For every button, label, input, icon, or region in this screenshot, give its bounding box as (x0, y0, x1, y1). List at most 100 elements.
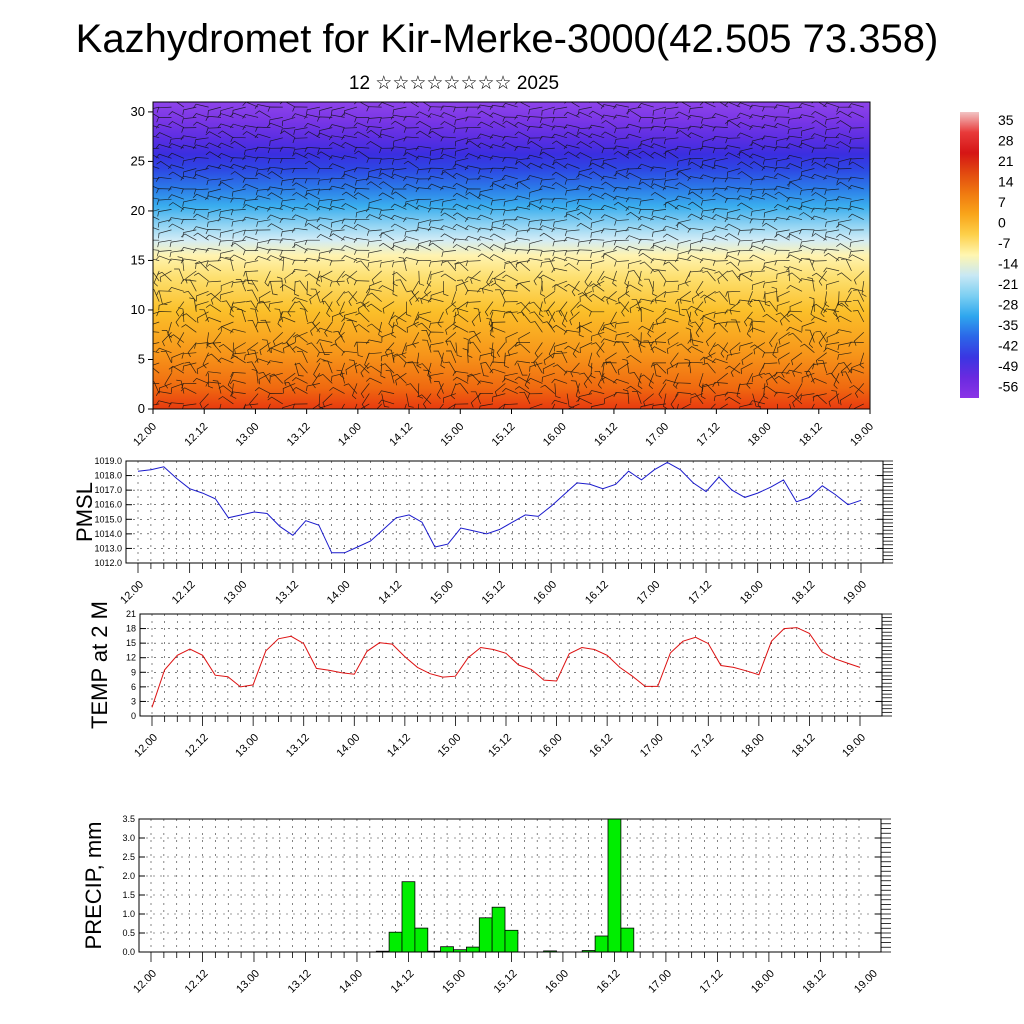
wind-barb (836, 301, 852, 307)
wind-barb (501, 174, 518, 180)
wind-barb (712, 136, 728, 141)
wind-barb (849, 385, 865, 394)
wind-barb (169, 239, 184, 248)
wind-barb (219, 106, 234, 116)
wind-barb (157, 219, 172, 228)
wind-barb (182, 229, 197, 238)
wind-barb (356, 260, 370, 272)
wind-barb (439, 403, 444, 409)
wind-barb (527, 137, 543, 143)
wind-barb (597, 270, 605, 287)
precip-bar (491, 906, 506, 953)
wind-barb (236, 308, 247, 323)
wind-barb (583, 372, 593, 389)
wind-barb (365, 175, 382, 181)
wind-barb (637, 143, 654, 149)
wind-barb (292, 259, 308, 265)
wind-barb (267, 255, 283, 261)
wind-barb (218, 343, 234, 353)
wind-barb (279, 130, 296, 139)
wind-barb (737, 383, 753, 390)
wind-barb (256, 219, 271, 227)
x-tick-label: 18.00 (746, 421, 774, 449)
x-tick-label: 15.00 (438, 421, 466, 449)
wind-barb (254, 156, 271, 162)
wind-barb (418, 270, 425, 286)
wind-barb (811, 120, 827, 128)
wind-barb (441, 198, 456, 207)
colorbar-label: 35 (998, 112, 1014, 128)
wind-barb (699, 258, 716, 264)
wind-barb (280, 188, 296, 195)
wind-barb (507, 342, 518, 357)
wind-barb (852, 403, 864, 409)
wind-barb (244, 260, 259, 269)
wind-barb (478, 168, 494, 174)
wind-barb (469, 332, 481, 345)
wind-barb (638, 224, 654, 231)
wind-barb (724, 177, 741, 183)
wind-barb (663, 393, 668, 409)
wind-barb (840, 362, 852, 377)
wind-barb (676, 403, 679, 409)
wind-barb (444, 361, 457, 374)
wind-barb (774, 146, 790, 152)
wind-barb (786, 254, 803, 261)
wind-barb (514, 376, 531, 384)
wind-barb (242, 165, 259, 171)
y-tick-label: 2.5 (122, 852, 135, 862)
wind-barb (629, 301, 642, 314)
wind-barb (504, 239, 518, 249)
wind-barb (835, 223, 852, 231)
wind-barb (777, 290, 790, 302)
wind-barb (403, 152, 419, 159)
x-tick-label: 17.12 (698, 968, 726, 996)
wind-barb (652, 281, 658, 297)
wind-barb (319, 300, 333, 313)
wind-barb (602, 239, 617, 248)
wind-barb (168, 223, 185, 231)
wind-barb (306, 342, 321, 353)
wind-barb (353, 257, 370, 263)
wind-barb (168, 111, 185, 118)
wind-barb (168, 194, 185, 200)
wind-barb (155, 123, 172, 129)
wind-barb (341, 183, 358, 190)
wind-barb (471, 311, 481, 327)
wind-barb (464, 165, 481, 171)
wind-barb (590, 260, 605, 269)
wind-barb (332, 311, 345, 322)
wind-barb (774, 166, 790, 172)
wind-barb (638, 252, 654, 261)
wind-barb (312, 311, 321, 327)
wind-barb (286, 332, 296, 347)
wind-barb (403, 136, 419, 142)
wind-barb (751, 239, 765, 248)
wind-barb (353, 146, 370, 152)
wind-barb (328, 163, 345, 169)
wind-barb (712, 235, 728, 241)
wind-barb (230, 157, 246, 163)
wind-barb (539, 274, 555, 282)
wind-barb (749, 195, 765, 201)
wind-barb (221, 300, 234, 312)
wind-barb (428, 219, 444, 226)
wind-barb (588, 133, 605, 139)
wind-barb (343, 311, 358, 321)
wind-barb (823, 144, 840, 149)
wind-barb (539, 117, 555, 124)
wind-barb (810, 215, 827, 221)
wind-barb (254, 387, 271, 394)
wind-barb (600, 326, 617, 333)
wind-barb (824, 117, 840, 125)
wind-barb (761, 124, 778, 129)
wind-barb (725, 290, 741, 297)
wind-barb (249, 393, 259, 409)
wind-barb (353, 167, 370, 173)
wind-barb (851, 362, 864, 373)
wind-barb (812, 362, 827, 370)
wind-barb (749, 125, 765, 131)
wind-barb (243, 229, 259, 236)
wind-barb (178, 307, 185, 323)
